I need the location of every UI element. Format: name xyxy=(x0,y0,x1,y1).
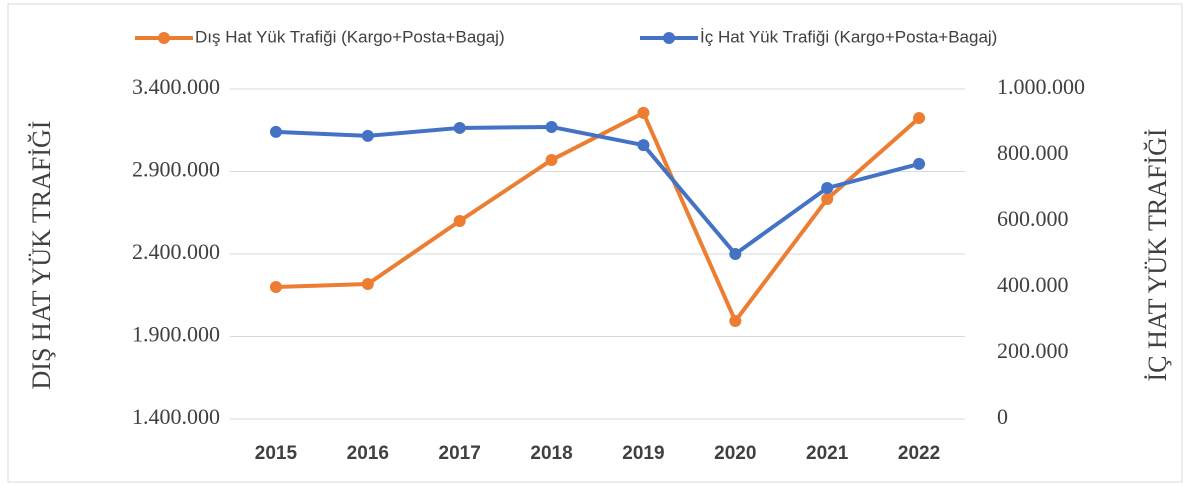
data-point xyxy=(729,314,742,327)
y-tick-label: 2.400.000 xyxy=(132,239,220,264)
data-point xyxy=(637,106,650,119)
data-point xyxy=(821,182,834,194)
x-tick-label: 2016 xyxy=(347,443,389,464)
legend-label: İç Hat Yük Trafiği (Kargo+Posta+Bagaj) xyxy=(700,27,997,46)
y-tick-label: 1.400.000 xyxy=(132,404,220,429)
y-axis-title: DIŞ HAT YÜK TRAFİĞİ xyxy=(27,121,56,390)
x-tick-label: 2017 xyxy=(439,443,481,464)
y2-tick-label: 0 xyxy=(997,404,1008,429)
data-point xyxy=(545,120,558,133)
data-point xyxy=(729,248,742,260)
x-tick-label: 2022 xyxy=(898,443,940,464)
data-point xyxy=(821,193,834,206)
data-point xyxy=(637,139,650,152)
data-point xyxy=(913,157,926,170)
x-tick-label: 2015 xyxy=(255,443,298,464)
legend-label: Dış Hat Yük Trafiği (Kargo+Posta+Bagaj) xyxy=(195,27,505,46)
x-tick-label: 2020 xyxy=(714,443,756,464)
chart-border xyxy=(7,3,1183,483)
data-point xyxy=(913,112,926,125)
y-tick-label: 3.400.000 xyxy=(132,74,220,99)
y2-tick-label: 1.000.000 xyxy=(997,74,1085,99)
x-tick-label: 2019 xyxy=(622,443,664,464)
y2-tick-label: 200.000 xyxy=(997,338,1069,363)
data-point xyxy=(453,121,466,134)
y-tick-label: 1.900.000 xyxy=(132,322,220,347)
y-tick-label: 2.900.000 xyxy=(132,157,220,182)
data-point xyxy=(453,215,466,227)
legend-marker xyxy=(158,32,170,44)
x-tick-label: 2018 xyxy=(530,443,572,464)
y2-axis-title: İÇ HAT YÜK TRAFİĞİ xyxy=(1143,128,1172,381)
y2-tick-label: 800.000 xyxy=(997,140,1069,165)
legend-marker xyxy=(663,32,675,44)
x-tick-label: 2021 xyxy=(806,443,849,464)
data-point xyxy=(361,278,374,291)
y2-tick-label: 400.000 xyxy=(997,272,1069,297)
y2-tick-label: 600.000 xyxy=(997,206,1069,231)
data-point xyxy=(269,125,282,138)
series-line xyxy=(275,124,920,256)
data-point xyxy=(361,129,374,142)
data-point xyxy=(269,281,282,293)
data-point xyxy=(545,153,558,166)
